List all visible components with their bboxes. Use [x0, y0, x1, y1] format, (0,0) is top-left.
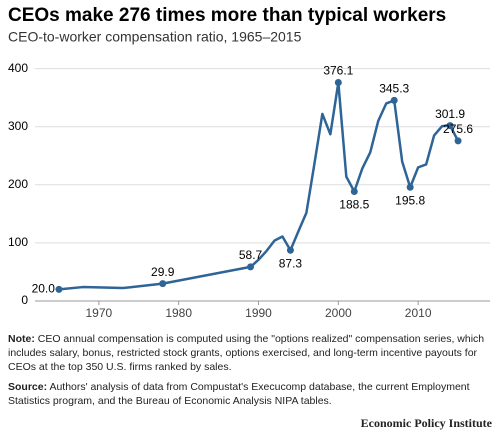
y-tick-label: 100: [8, 235, 28, 249]
point: [406, 183, 414, 191]
y-tick-label: 300: [8, 119, 28, 133]
y-tick-label: 400: [8, 61, 28, 75]
value-label: 195.8: [395, 193, 425, 207]
value-label: 188.5: [339, 198, 369, 212]
note-text: CEO annual compensation is computed usin…: [8, 333, 485, 373]
chart-subtitle: CEO-to-worker compensation ratio, 1965–2…: [8, 29, 302, 45]
value-label: 376.1: [323, 64, 353, 78]
point: [390, 96, 398, 104]
value-label: 301.9: [435, 107, 465, 121]
x-tick-label: 1990: [245, 306, 272, 320]
footer: Economic Policy Institute: [360, 416, 492, 430]
x-tick-label: 2000: [325, 306, 352, 320]
chart-title: CEOs make 276 times more than typical wo…: [8, 5, 446, 26]
source-text: Authors' analysis of data from Compustat…: [8, 381, 470, 407]
point: [454, 137, 462, 145]
x-tick-label: 1980: [165, 306, 192, 320]
x-tick-label: 1970: [86, 306, 113, 320]
point: [286, 246, 294, 254]
value-label: 20.0: [32, 282, 56, 296]
chart: CEOs make 276 times more than typical wo…: [8, 5, 490, 320]
y-tick-label: 200: [8, 177, 28, 191]
value-label: 87.3: [279, 256, 303, 270]
notes: Note: CEO annual compensation is compute…: [8, 332, 494, 414]
source: Source: Authors' analysis of data from C…: [8, 380, 494, 408]
note: Note: CEO annual compensation is compute…: [8, 332, 494, 374]
note-label: Note:: [8, 333, 35, 345]
source-label: Source:: [8, 381, 48, 393]
point: [350, 187, 358, 195]
point: [55, 285, 63, 293]
point: [446, 122, 454, 130]
point: [159, 280, 167, 288]
y-tick-label: 0: [21, 293, 28, 307]
point: [247, 263, 255, 271]
value-label: 58.7: [239, 248, 263, 262]
point: [334, 79, 342, 87]
value-label: 275.6: [443, 122, 473, 136]
value-label: 29.9: [151, 265, 175, 279]
value-label: 345.3: [379, 82, 409, 96]
x-tick-label: 2010: [405, 306, 432, 320]
